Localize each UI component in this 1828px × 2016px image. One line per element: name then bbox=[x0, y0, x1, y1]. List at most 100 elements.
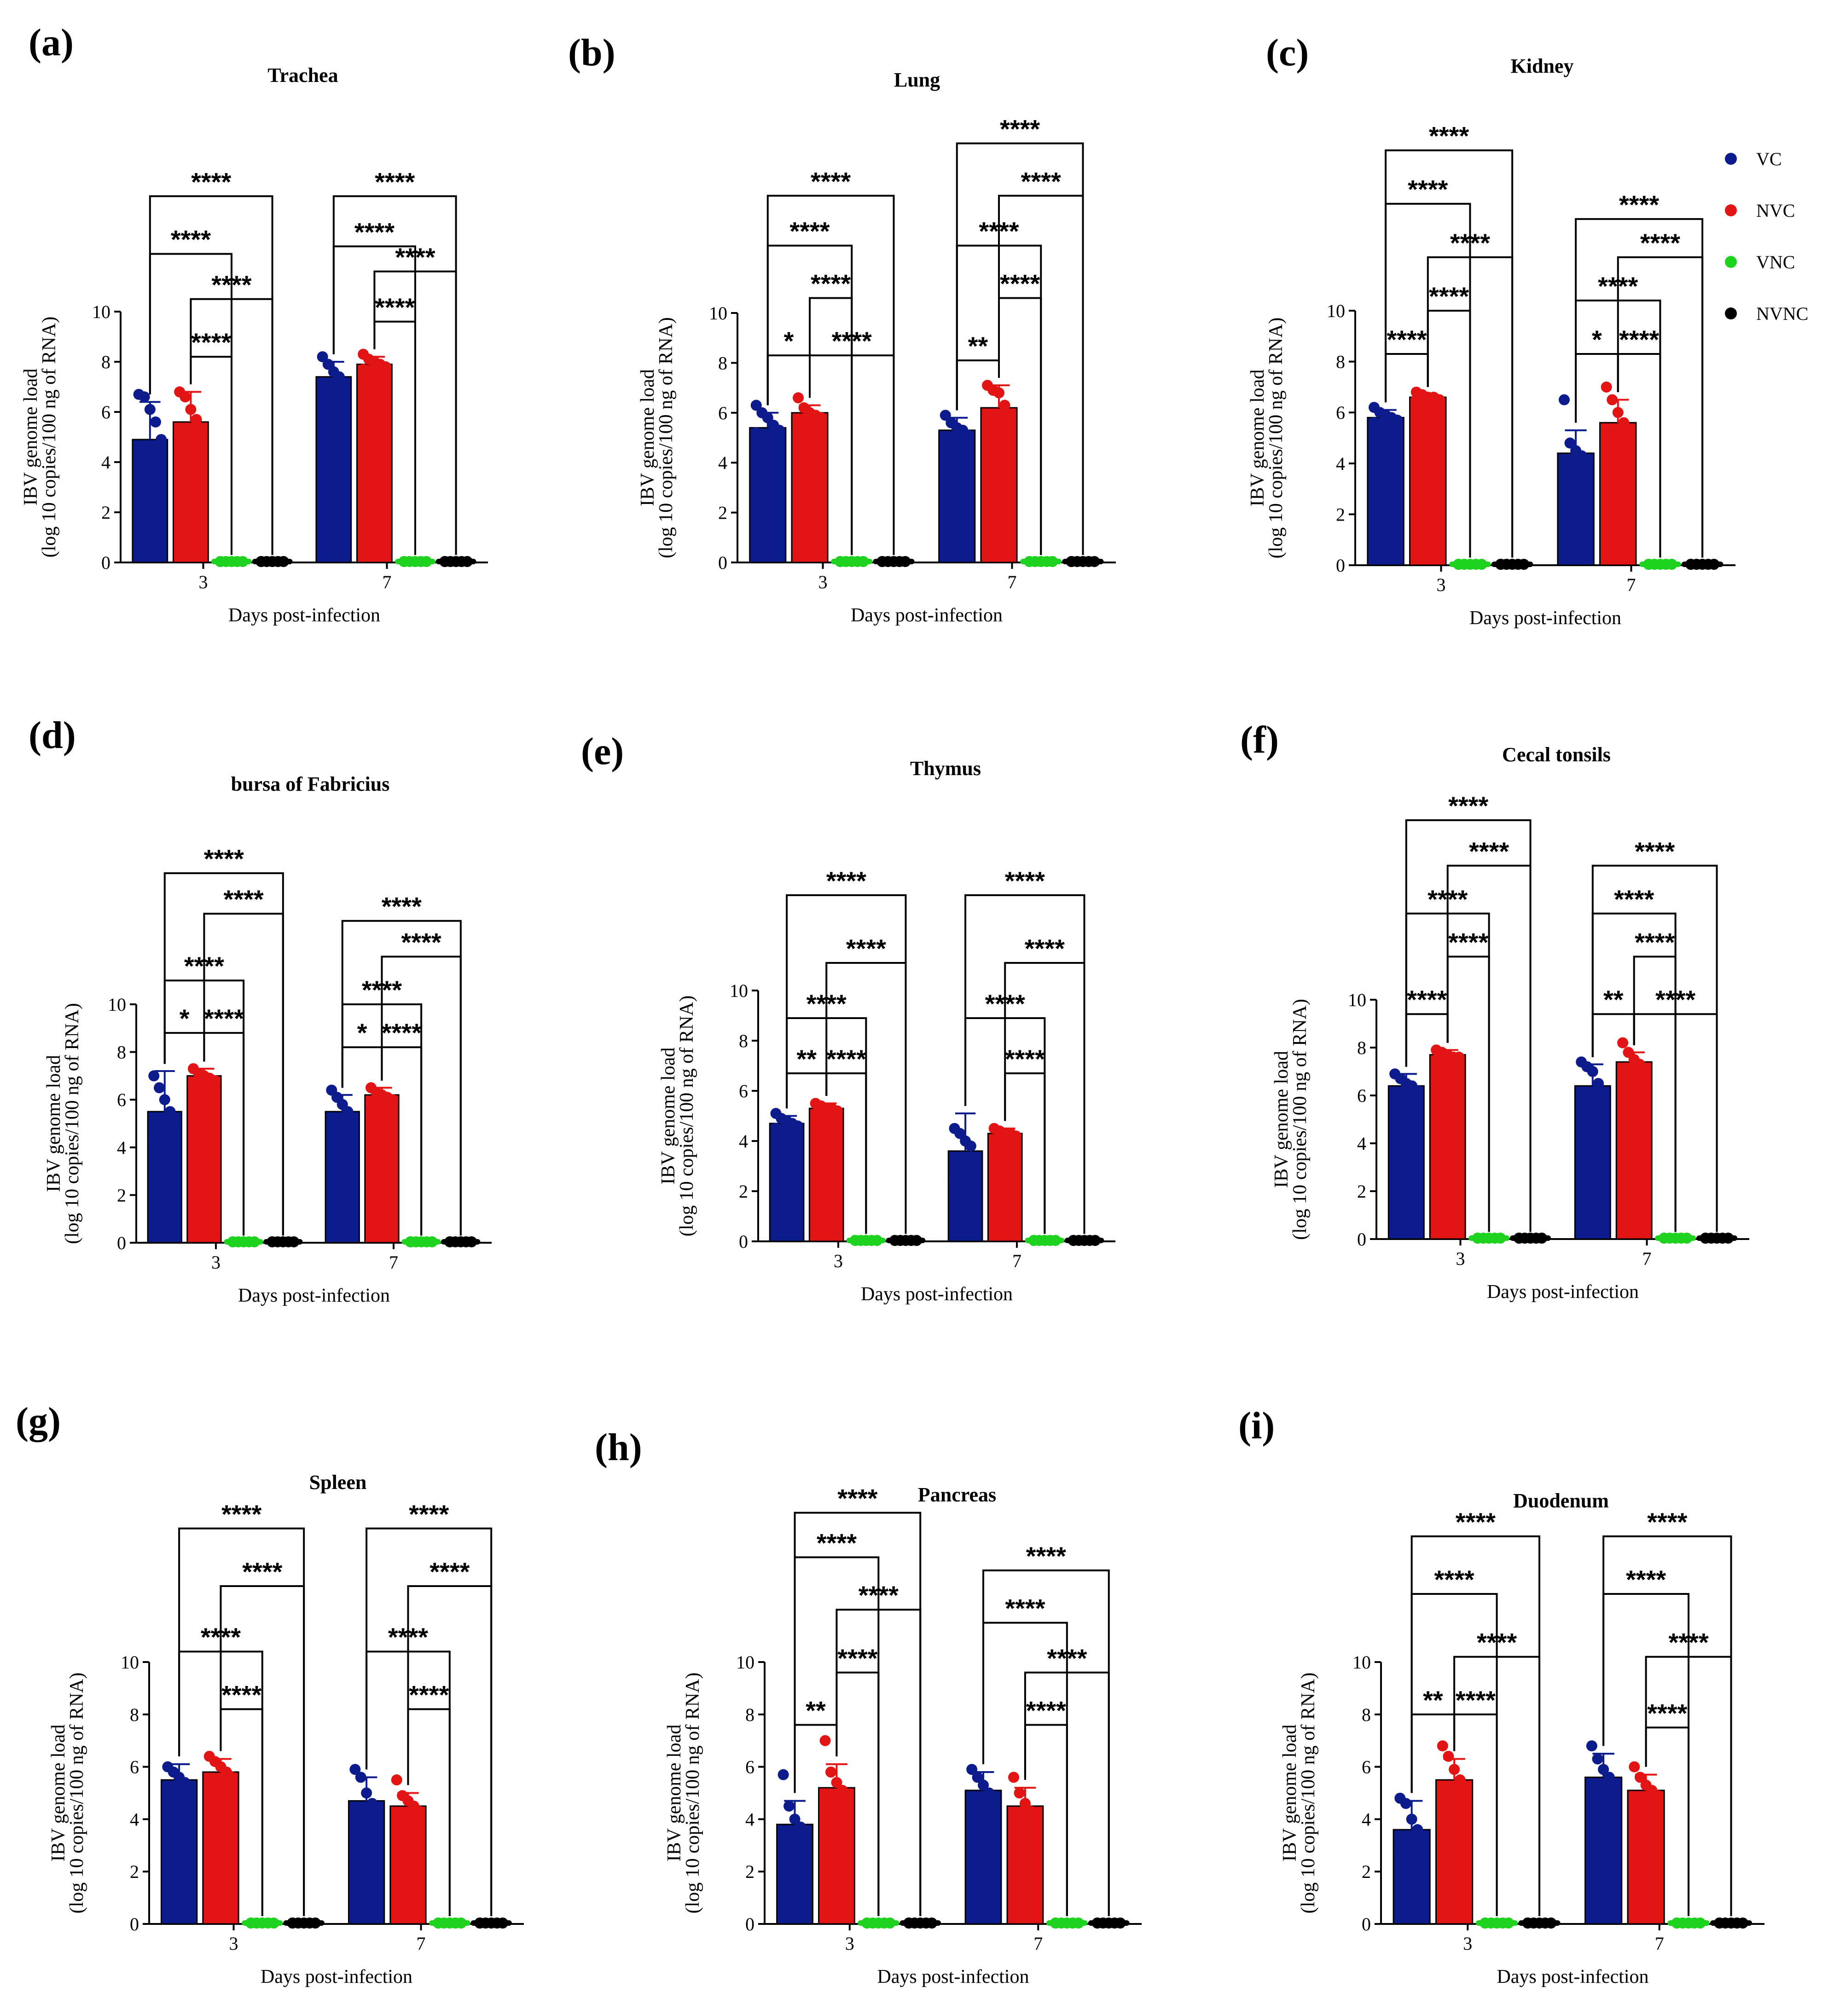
y-tick-label: 8 bbox=[1362, 1704, 1371, 1725]
data-point-vc bbox=[792, 1120, 803, 1132]
data-point-vc bbox=[144, 404, 156, 415]
data-point-nvnc bbox=[1737, 1918, 1748, 1929]
y-tick-label: 8 bbox=[739, 1031, 748, 1051]
data-point-nvc bbox=[1617, 1068, 1629, 1080]
x-axis-title: Days post-infection bbox=[1469, 608, 1621, 629]
bar-nvc bbox=[202, 1771, 239, 1925]
significance-bracket bbox=[1004, 962, 1085, 1234]
significance-label: **** bbox=[1000, 114, 1040, 143]
significance-label: **** bbox=[1640, 228, 1680, 257]
data-point-nvc bbox=[391, 1774, 402, 1786]
data-point-nvnc bbox=[439, 556, 451, 567]
data-point-vc bbox=[322, 359, 334, 370]
data-point-nvc bbox=[191, 414, 202, 425]
data-point-nvc bbox=[180, 391, 191, 403]
data-point-nvnc bbox=[278, 556, 289, 567]
significance-label: **** bbox=[1635, 837, 1675, 866]
chart-panel-4: (d) bursa of Fabricius 0 2 4 6 8 10 IBV genome l… bbox=[29, 714, 492, 1306]
y-axis-title-line1: IBV genome load bbox=[1271, 1051, 1292, 1188]
data-point-nvc bbox=[842, 1792, 854, 1804]
data-point-vnc bbox=[1073, 1918, 1084, 1929]
data-point-vc bbox=[1395, 1099, 1406, 1111]
significance-label: **** bbox=[382, 1018, 422, 1047]
significance-label: **** bbox=[1434, 1565, 1474, 1594]
significance-label: **** bbox=[1469, 837, 1509, 866]
significance-bracket bbox=[1645, 1656, 1732, 1916]
y-axis-title-line2: (log 10 copies/100 ng of RNA) bbox=[1289, 999, 1311, 1240]
data-point-vnc bbox=[835, 556, 846, 567]
significance-bracket bbox=[1617, 353, 1661, 558]
data-point-vc bbox=[1586, 1740, 1597, 1752]
data-point-nvnc bbox=[911, 1235, 923, 1246]
x-axis-title: Days post-infection bbox=[238, 1285, 390, 1306]
data-point-vc bbox=[1587, 1066, 1598, 1077]
significance-label: **** bbox=[211, 270, 251, 299]
data-point-nvc bbox=[1004, 410, 1016, 421]
y-axis-title-line2: (log 10 copies/100 ng of RNA) bbox=[66, 1673, 87, 1914]
data-point-vc bbox=[164, 1106, 176, 1118]
significance-bracket bbox=[341, 920, 462, 1236]
x-tick-label: 7 bbox=[389, 1252, 398, 1273]
significance-label: **** bbox=[204, 1004, 244, 1033]
x-tick-label: 3 bbox=[834, 1251, 843, 1271]
data-point-vc bbox=[963, 429, 974, 441]
y-tick-label: 4 bbox=[1336, 453, 1345, 474]
y-axis-title-line1: IBV genome load bbox=[1247, 370, 1268, 507]
data-point-nvc bbox=[1014, 1832, 1025, 1843]
significance-label: **** bbox=[811, 269, 851, 298]
data-point-nvnc bbox=[1714, 1918, 1725, 1929]
significance-bracket bbox=[1575, 218, 1704, 558]
data-point-vnc bbox=[1480, 1918, 1491, 1929]
data-point-nvc bbox=[209, 1075, 221, 1086]
significance-label: **** bbox=[191, 328, 231, 357]
data-point-nvnc bbox=[903, 1918, 915, 1929]
data-point-nvc bbox=[1008, 1772, 1020, 1783]
significance-label: **** bbox=[395, 243, 435, 272]
data-point-vnc bbox=[1671, 1918, 1683, 1929]
data-point-vc bbox=[1598, 1764, 1609, 1775]
bar-nvc bbox=[1627, 1790, 1665, 1925]
significance-bracket bbox=[1453, 1656, 1541, 1916]
significance-bracket bbox=[1645, 1726, 1690, 1916]
legend-label-vc: VC bbox=[1756, 149, 1782, 169]
significance-bracket bbox=[203, 913, 284, 1236]
significance-bracket bbox=[1453, 1713, 1498, 1916]
data-point-vnc bbox=[861, 1918, 873, 1929]
significance-bracket bbox=[825, 962, 907, 1234]
data-point-vc bbox=[139, 469, 150, 481]
significance-label: **** bbox=[409, 1500, 449, 1529]
significance-bracket bbox=[1024, 1724, 1068, 1916]
panel-letter: (d) bbox=[29, 714, 76, 757]
data-point-vc bbox=[970, 1155, 982, 1167]
data-point-nvc bbox=[825, 1766, 836, 1778]
significance-label: **** bbox=[204, 844, 244, 873]
significance-label: **** bbox=[382, 892, 422, 921]
y-tick-label: 2 bbox=[101, 502, 110, 523]
significance-label: **** bbox=[807, 989, 847, 1018]
data-point-vc bbox=[773, 424, 785, 436]
y-axis-title-line2: (log 10 copies/100 ng of RNA) bbox=[682, 1673, 703, 1914]
x-tick-label: 7 bbox=[1627, 574, 1636, 595]
significance-label: **** bbox=[1000, 269, 1040, 298]
significance-label: **** bbox=[1448, 791, 1488, 820]
data-point-vc bbox=[1406, 1813, 1417, 1825]
data-point-nvc bbox=[1449, 1764, 1460, 1775]
data-point-vc bbox=[778, 1769, 789, 1780]
bar-nvc bbox=[356, 363, 393, 563]
y-axis-title-line2: (log 10 copies/100 ng of RNA) bbox=[1265, 318, 1287, 559]
data-point-vc bbox=[954, 1228, 966, 1240]
data-point-nvc bbox=[196, 426, 208, 438]
data-point-vc bbox=[1581, 1106, 1593, 1118]
y-axis-title-line1: IBV genome load bbox=[1279, 1725, 1300, 1862]
significance-label: **** bbox=[817, 1528, 857, 1557]
data-point-vc bbox=[965, 1140, 976, 1152]
y-tick-label: 2 bbox=[739, 1181, 748, 1202]
data-point-vnc bbox=[1681, 1233, 1693, 1244]
data-point-vc bbox=[150, 416, 161, 428]
significance-label: * bbox=[357, 1018, 367, 1047]
bar-nvc bbox=[173, 421, 209, 563]
y-tick-label: 4 bbox=[718, 452, 727, 473]
significance-label: **** bbox=[832, 326, 872, 355]
data-point-vc bbox=[1412, 1824, 1423, 1836]
panel-letter: (h) bbox=[595, 1426, 642, 1469]
